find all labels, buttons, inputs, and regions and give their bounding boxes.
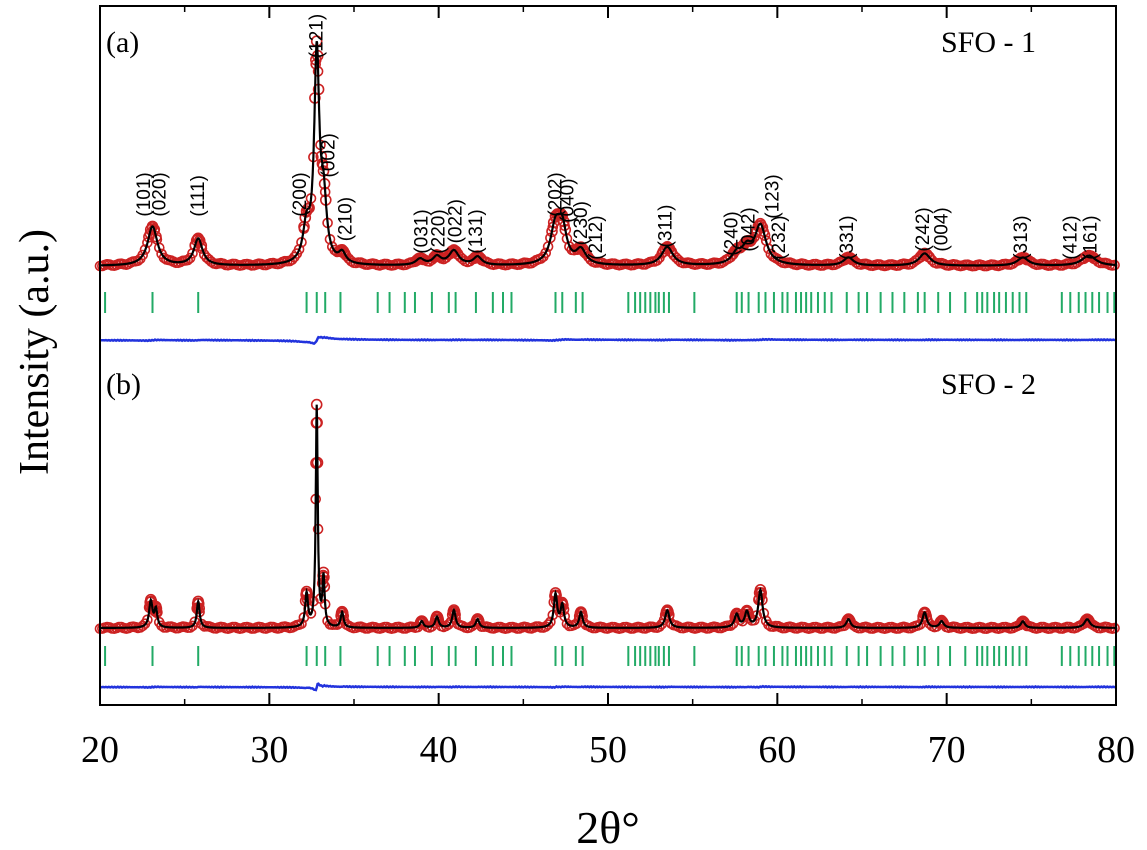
observed-point [554,207,567,220]
panel-b-difference-curve [100,682,1117,692]
panel-b-observed-points [94,398,1120,635]
panel-a-observed-points [94,35,1120,272]
observed-point [451,248,464,260]
observed-point [1021,253,1033,266]
observed-point [473,251,485,263]
hkl-label: (123) [762,174,783,218]
hkl-label: (200) [290,172,311,216]
hkl-label: (311) [656,205,677,248]
hkl-label: (121) [307,14,328,58]
hkl-label: (240) [722,211,743,255]
hkl-label: (230) [571,201,592,245]
y-axis-label: Intensity (a.u.) [12,229,58,475]
observed-point [448,244,460,256]
observed-point [1088,252,1100,265]
hkl-label: (220) [429,209,450,253]
observed-point [844,615,856,628]
observed-point [540,247,552,259]
hkl-label: (313) [1011,215,1032,259]
observed-point [154,242,165,254]
panel-a-calculated-curve [100,40,1116,267]
observed-point [293,244,305,255]
panel-b-calculated-curve [100,404,1116,630]
hkl-label: (031) [412,209,433,253]
hkl-label: (042) [739,207,760,251]
observed-point [305,608,317,619]
observed-point [195,239,208,252]
panel-a-hkl-labels: (101)(020) (111) (200) (121) (002) (210) (031)… [134,14,1102,260]
observed-point [148,223,161,236]
hkl-label: (040) [557,178,578,222]
hkl-label: (212) [586,215,607,259]
observed-point [432,249,445,262]
hkl-label: (232) [769,215,790,259]
observed-point [545,616,556,628]
panel-b-sample-label: SFO - 2 [941,368,1036,401]
plot-content: (101)(020) (111) (200) (121) (002) (210) (031)… [94,14,1120,692]
observed-point [846,253,858,266]
observed-point [417,616,429,629]
observed-point [193,234,206,247]
x-tick-label: 70 [928,729,966,771]
hkl-label: (101) [134,172,155,216]
hkl-label: (412) [1060,215,1081,259]
observed-point [922,250,935,263]
x-tick-label: 80 [1097,729,1135,771]
panel-a-bragg-ticks [104,292,1116,313]
observed-point [665,245,678,258]
hkl-label: (002) [319,133,340,177]
panel-a: (101)(020) (111) (200) (121) (002) (210) (031)… [94,14,1120,345]
observed-point [137,249,148,261]
panel-a-difference-curve [99,335,1117,345]
observed-point [139,244,151,255]
hkl-label: (202) [546,172,567,216]
observed-point [578,246,591,258]
observed-point [432,613,445,626]
observed-point [189,616,201,628]
observed-point [182,254,193,266]
observed-point [474,252,487,265]
x-tick-label: 50 [589,729,627,771]
hkl-label: (331) [837,215,858,259]
x-tick-label: 60 [758,729,796,771]
observed-point [444,247,457,260]
observed-point [662,609,675,621]
hkl-label: (022) [446,199,467,243]
hkl-label: (161) [1081,215,1102,259]
observed-point [556,209,569,222]
x-tick-label: 20 [81,729,119,771]
hkl-label: (242) [913,207,934,251]
observed-point [296,618,307,630]
hkl-label: (210) [336,197,357,241]
observed-point [196,618,208,630]
observed-point [338,247,351,260]
hkl-label: (004) [932,207,953,251]
observed-point [192,232,204,245]
observed-point [542,619,554,630]
x-tick-label: 40 [420,729,458,771]
observed-point [303,202,315,214]
hkl-label: (020) [149,172,170,216]
panel-a-label: (a) [106,26,139,59]
observed-point [1018,617,1031,629]
plot-frame [99,5,1117,706]
panel-b-label: (b) [106,368,141,401]
hkl-label: (111) [188,175,209,217]
hkl-label: (131) [466,209,487,253]
x-axis-label: 2θ° [576,802,639,850]
observed-point [576,610,588,623]
observed-point [758,229,771,241]
x-axis: 20 30 40 50 60 70 80 [81,6,1135,771]
observed-point [472,615,485,628]
x-tick-label: 30 [250,729,288,771]
observed-point [742,608,755,621]
observed-point [920,610,933,623]
observed-point [937,616,949,629]
panel-b [94,398,1120,692]
observed-point [763,243,774,254]
panel-b-bragg-ticks [104,646,1116,666]
panel-a-sample-label: SFO - 1 [941,26,1036,59]
